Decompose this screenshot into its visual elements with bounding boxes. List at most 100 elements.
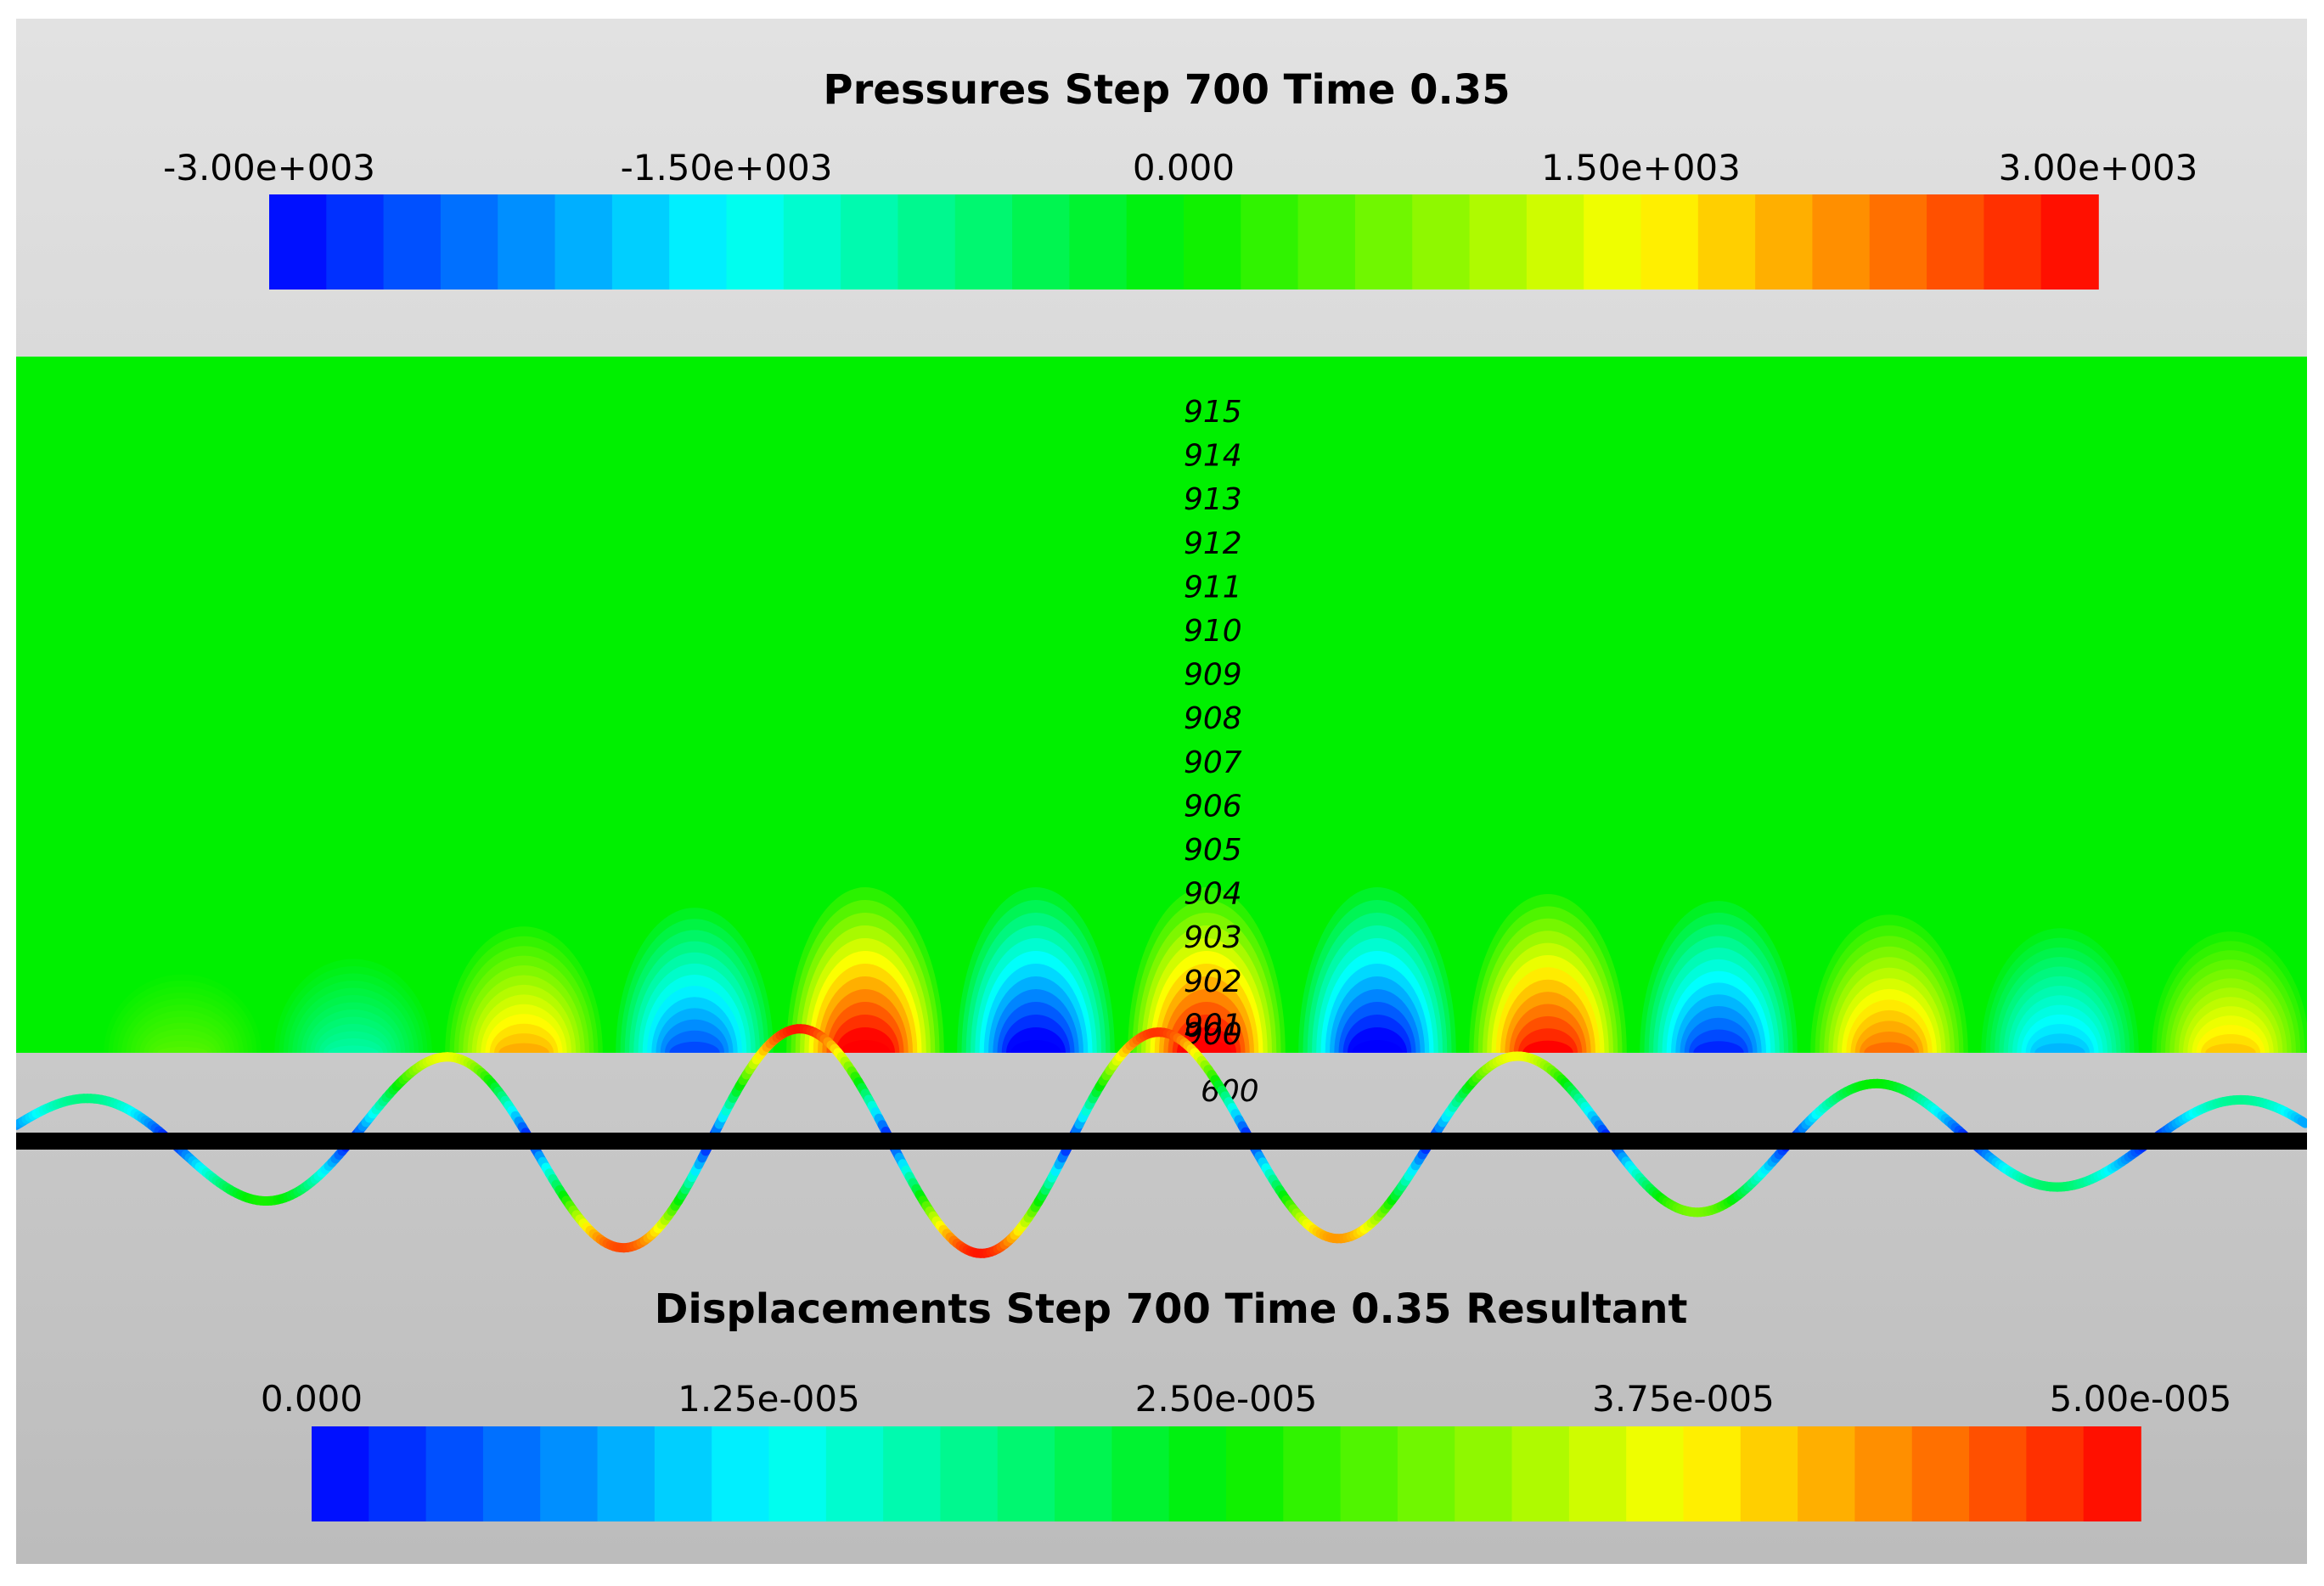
displacement-tick-label: 5.00e-005	[2050, 1378, 2232, 1420]
pressure-colorbar-swatch	[1126, 194, 1185, 290]
pressure-lobe	[99, 968, 266, 1053]
displacement-colorbar-swatch	[1568, 1426, 1627, 1521]
pressure-lobe	[611, 897, 778, 1053]
pressure-lobe	[1806, 903, 1972, 1053]
pressure-contour	[1010, 1040, 1061, 1053]
pressure-colorbar-swatch	[898, 194, 956, 290]
pressure-colorbar-swatch	[726, 194, 785, 290]
displacement-colorbar-swatch	[825, 1426, 884, 1521]
pressure-tick-label: 3.00e+003	[1999, 147, 2198, 188]
displacement-colorbar-swatch	[2026, 1426, 2085, 1521]
pressure-lobe	[1635, 889, 1802, 1053]
pressure-colorbar-swatch	[783, 194, 841, 290]
pressure-colorbar-swatch	[1869, 194, 1927, 290]
pressure-lobe	[1465, 881, 1631, 1053]
pressure-lobe	[1123, 875, 1290, 1053]
displacement-colorbar-swatch	[1740, 1426, 1798, 1521]
pressure-tick-label: -3.00e+003	[163, 147, 375, 188]
displacement-tick-label: 3.75e-005	[1592, 1378, 1775, 1420]
displacement-colorbar-swatch	[1626, 1426, 1685, 1521]
pressure-lobe	[441, 916, 607, 1053]
pressure-contour	[2034, 1043, 2085, 1053]
pressure-contour	[157, 1046, 208, 1053]
displacement-colorbar-swatch	[312, 1426, 370, 1521]
fluid-domain	[16, 357, 2307, 1053]
displacement-colorbar	[312, 1426, 2141, 1521]
pressure-colorbar-swatch	[1927, 194, 1985, 290]
pressure-lobe	[953, 875, 1119, 1053]
displacement-colorbar-swatch	[1340, 1426, 1398, 1521]
node-label: 908	[1184, 701, 1242, 736]
pressure-lobe	[1977, 919, 2143, 1053]
pressure-lobe	[2147, 922, 2307, 1053]
pressure-contour	[1693, 1041, 1744, 1053]
displacement-tick-label: 1.25e-005	[678, 1378, 860, 1420]
pressure-contour	[498, 1043, 549, 1053]
displacement-colorbar-swatch	[1511, 1426, 1570, 1521]
pressure-contour	[2205, 1043, 2256, 1053]
pressure-colorbar-swatch	[1697, 194, 1756, 290]
displacement-colorbar-swatch	[1283, 1426, 1342, 1521]
pressure-colorbar-swatch	[2040, 194, 2099, 290]
displacement-colorbar-swatch	[425, 1426, 484, 1521]
displacement-colorbar-swatch	[597, 1426, 656, 1521]
displacement-colorbar-swatch	[997, 1426, 1055, 1521]
displacement-colorbar-swatch	[768, 1426, 827, 1521]
pressure-colorbar-swatch	[1984, 194, 2042, 290]
pressure-colorbar-swatch	[1755, 194, 1814, 290]
displacement-colorbar-swatch	[1854, 1426, 1913, 1521]
pressure-lobe	[270, 952, 436, 1053]
pressure-contour	[1522, 1040, 1573, 1053]
displacement-colorbar-swatch	[1226, 1426, 1285, 1521]
displacement-colorbar-swatch	[482, 1426, 542, 1521]
displacement-colorbar-swatch	[1911, 1426, 1970, 1521]
pressure-colorbar-swatch	[1354, 194, 1414, 290]
pressure-contour	[1352, 1040, 1403, 1053]
displacement-colorbar-swatch	[883, 1426, 942, 1521]
displacement-colorbar-swatch	[654, 1426, 712, 1521]
wave-segment	[2297, 1116, 2307, 1128]
node-label: 903	[1184, 920, 1242, 955]
pressure-colorbar-swatch	[326, 194, 385, 290]
displacement-colorbar-swatch	[2083, 1426, 2141, 1521]
pressure-colorbar-swatch	[1012, 194, 1071, 290]
pressure-tick-label: -1.50e+003	[621, 147, 833, 188]
node-label: 906	[1184, 789, 1242, 824]
pressure-lobe	[1294, 875, 1460, 1053]
node-label: 907	[1184, 745, 1242, 780]
pressure-tick-label: 1.50e+003	[1541, 147, 1741, 188]
displacement-colorbar-swatch	[1111, 1426, 1170, 1521]
pressure-colorbar-swatch	[669, 194, 728, 290]
displacement-colorbar-swatch	[540, 1426, 599, 1521]
pressure-colorbar-swatch	[1526, 194, 1584, 290]
pressure-colorbar-swatch	[954, 194, 1013, 290]
displacement-colorbar-swatch	[712, 1426, 770, 1521]
pressure-contour	[840, 1040, 891, 1053]
node-label: 914	[1184, 439, 1242, 474]
pressure-colorbar-swatch	[1412, 194, 1471, 290]
pressure-colorbar-swatch	[1241, 194, 1299, 290]
displacement-colorbar-swatch	[1397, 1426, 1456, 1521]
node-label: 915	[1184, 395, 1242, 430]
displacement-colorbar-swatch	[1055, 1426, 1113, 1521]
pressure-colorbar-swatch	[554, 194, 613, 290]
pressure-colorbar-swatch	[1469, 194, 1528, 290]
displacement-tick-label: 2.50e-005	[1135, 1378, 1318, 1420]
displacement-colorbar-swatch	[1683, 1426, 1742, 1521]
pressure-tick-label: 0.000	[1133, 147, 1235, 188]
node-label: 910	[1184, 614, 1242, 649]
result-plot: Pressures Step 700 Time 0.35 -3.00e+003 -…	[16, 66, 2307, 1521]
pressure-colorbar-swatch	[1640, 194, 1699, 290]
displacement-legend-title: Displacements Step 700 Time 0.35 Resulta…	[655, 1285, 1688, 1333]
pressure-colorbar-swatch	[440, 194, 499, 290]
pressure-colorbar-swatch	[1184, 194, 1242, 290]
pressure-colorbar-swatch	[611, 194, 670, 290]
pressure-contour	[328, 1045, 379, 1053]
pressure-colorbar-swatch	[1584, 194, 1642, 290]
pressure-lobe	[782, 875, 948, 1053]
pressure-colorbar	[269, 194, 2099, 290]
node-label: 912	[1184, 526, 1242, 561]
node-label: 905	[1184, 833, 1242, 868]
displacement-colorbar-swatch	[369, 1426, 427, 1521]
pressure-contour	[669, 1041, 720, 1053]
